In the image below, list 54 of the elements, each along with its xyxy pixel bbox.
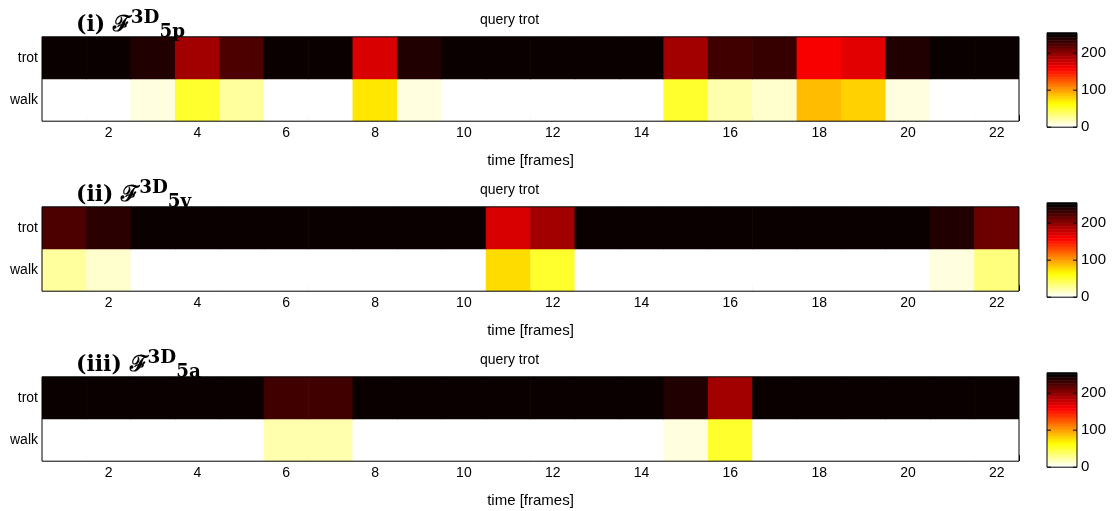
x-tick-label: 22 [989, 294, 1005, 311]
x-tick-label: 6 [282, 124, 291, 141]
x-axis-title: time [frames] [487, 151, 574, 169]
color-bar-label: 200 [1081, 383, 1107, 401]
x-tick-label: 12 [544, 124, 561, 141]
color-bar-label: 200 [1081, 43, 1107, 61]
x-tick-label: 4 [193, 294, 202, 311]
x-tick-label: 4 [193, 124, 202, 141]
x-tick-label: 4 [193, 464, 202, 481]
x-tick-label: 2 [104, 294, 113, 311]
color-bar-label: 100 [1081, 250, 1107, 268]
y-tick-label: walk [8, 90, 39, 107]
x-tick-label: 10 [456, 124, 472, 141]
x-tick-label: 8 [371, 124, 380, 141]
chart-title: query trot [479, 11, 540, 28]
x-tick-label: 12 [544, 464, 561, 481]
x-tick-label: 2 [104, 464, 113, 481]
y-tick-label: trot [17, 388, 39, 405]
x-tick-label: 20 [900, 294, 916, 311]
x-tick-label: 6 [282, 294, 291, 311]
x-tick-label: 18 [811, 124, 828, 141]
x-tick-label: 8 [371, 294, 380, 311]
x-tick-label: 6 [282, 464, 291, 481]
y-tick-label: trot [17, 218, 39, 235]
x-tick-label: 14 [633, 124, 650, 141]
chart-title: query trot [479, 351, 540, 368]
chart-title: query trot [479, 181, 540, 198]
x-tick-label: 16 [722, 464, 739, 481]
x-tick-label: 12 [544, 294, 561, 311]
x-axis-title: time [frames] [487, 321, 574, 339]
y-tick-label: trot [17, 48, 39, 65]
color-bar-label: 0 [1081, 287, 1090, 305]
color-bar-label: 0 [1081, 117, 1090, 135]
x-tick-label: 8 [371, 464, 380, 481]
color-bar-label: 200 [1081, 213, 1107, 231]
x-tick-label: 16 [722, 124, 739, 141]
x-tick-label: 14 [633, 294, 650, 311]
x-tick-label: 22 [989, 124, 1005, 141]
x-tick-label: 10 [456, 464, 472, 481]
x-tick-label: 20 [900, 464, 916, 481]
x-tick-label: 2 [104, 124, 113, 141]
x-axis-title: time [frames] [487, 491, 574, 509]
x-tick-label: 18 [811, 294, 828, 311]
x-tick-label: 16 [722, 294, 739, 311]
color-bar-label: 100 [1081, 80, 1107, 98]
y-tick-label: walk [8, 260, 39, 277]
x-tick-label: 18 [811, 464, 828, 481]
x-tick-label: 14 [633, 464, 650, 481]
x-tick-label: 10 [456, 294, 472, 311]
x-tick-label: 20 [900, 124, 916, 141]
y-tick-label: walk [8, 430, 39, 447]
color-bar-label: 100 [1081, 420, 1107, 438]
x-tick-label: 22 [989, 464, 1005, 481]
color-bar-label: 0 [1081, 457, 1090, 475]
